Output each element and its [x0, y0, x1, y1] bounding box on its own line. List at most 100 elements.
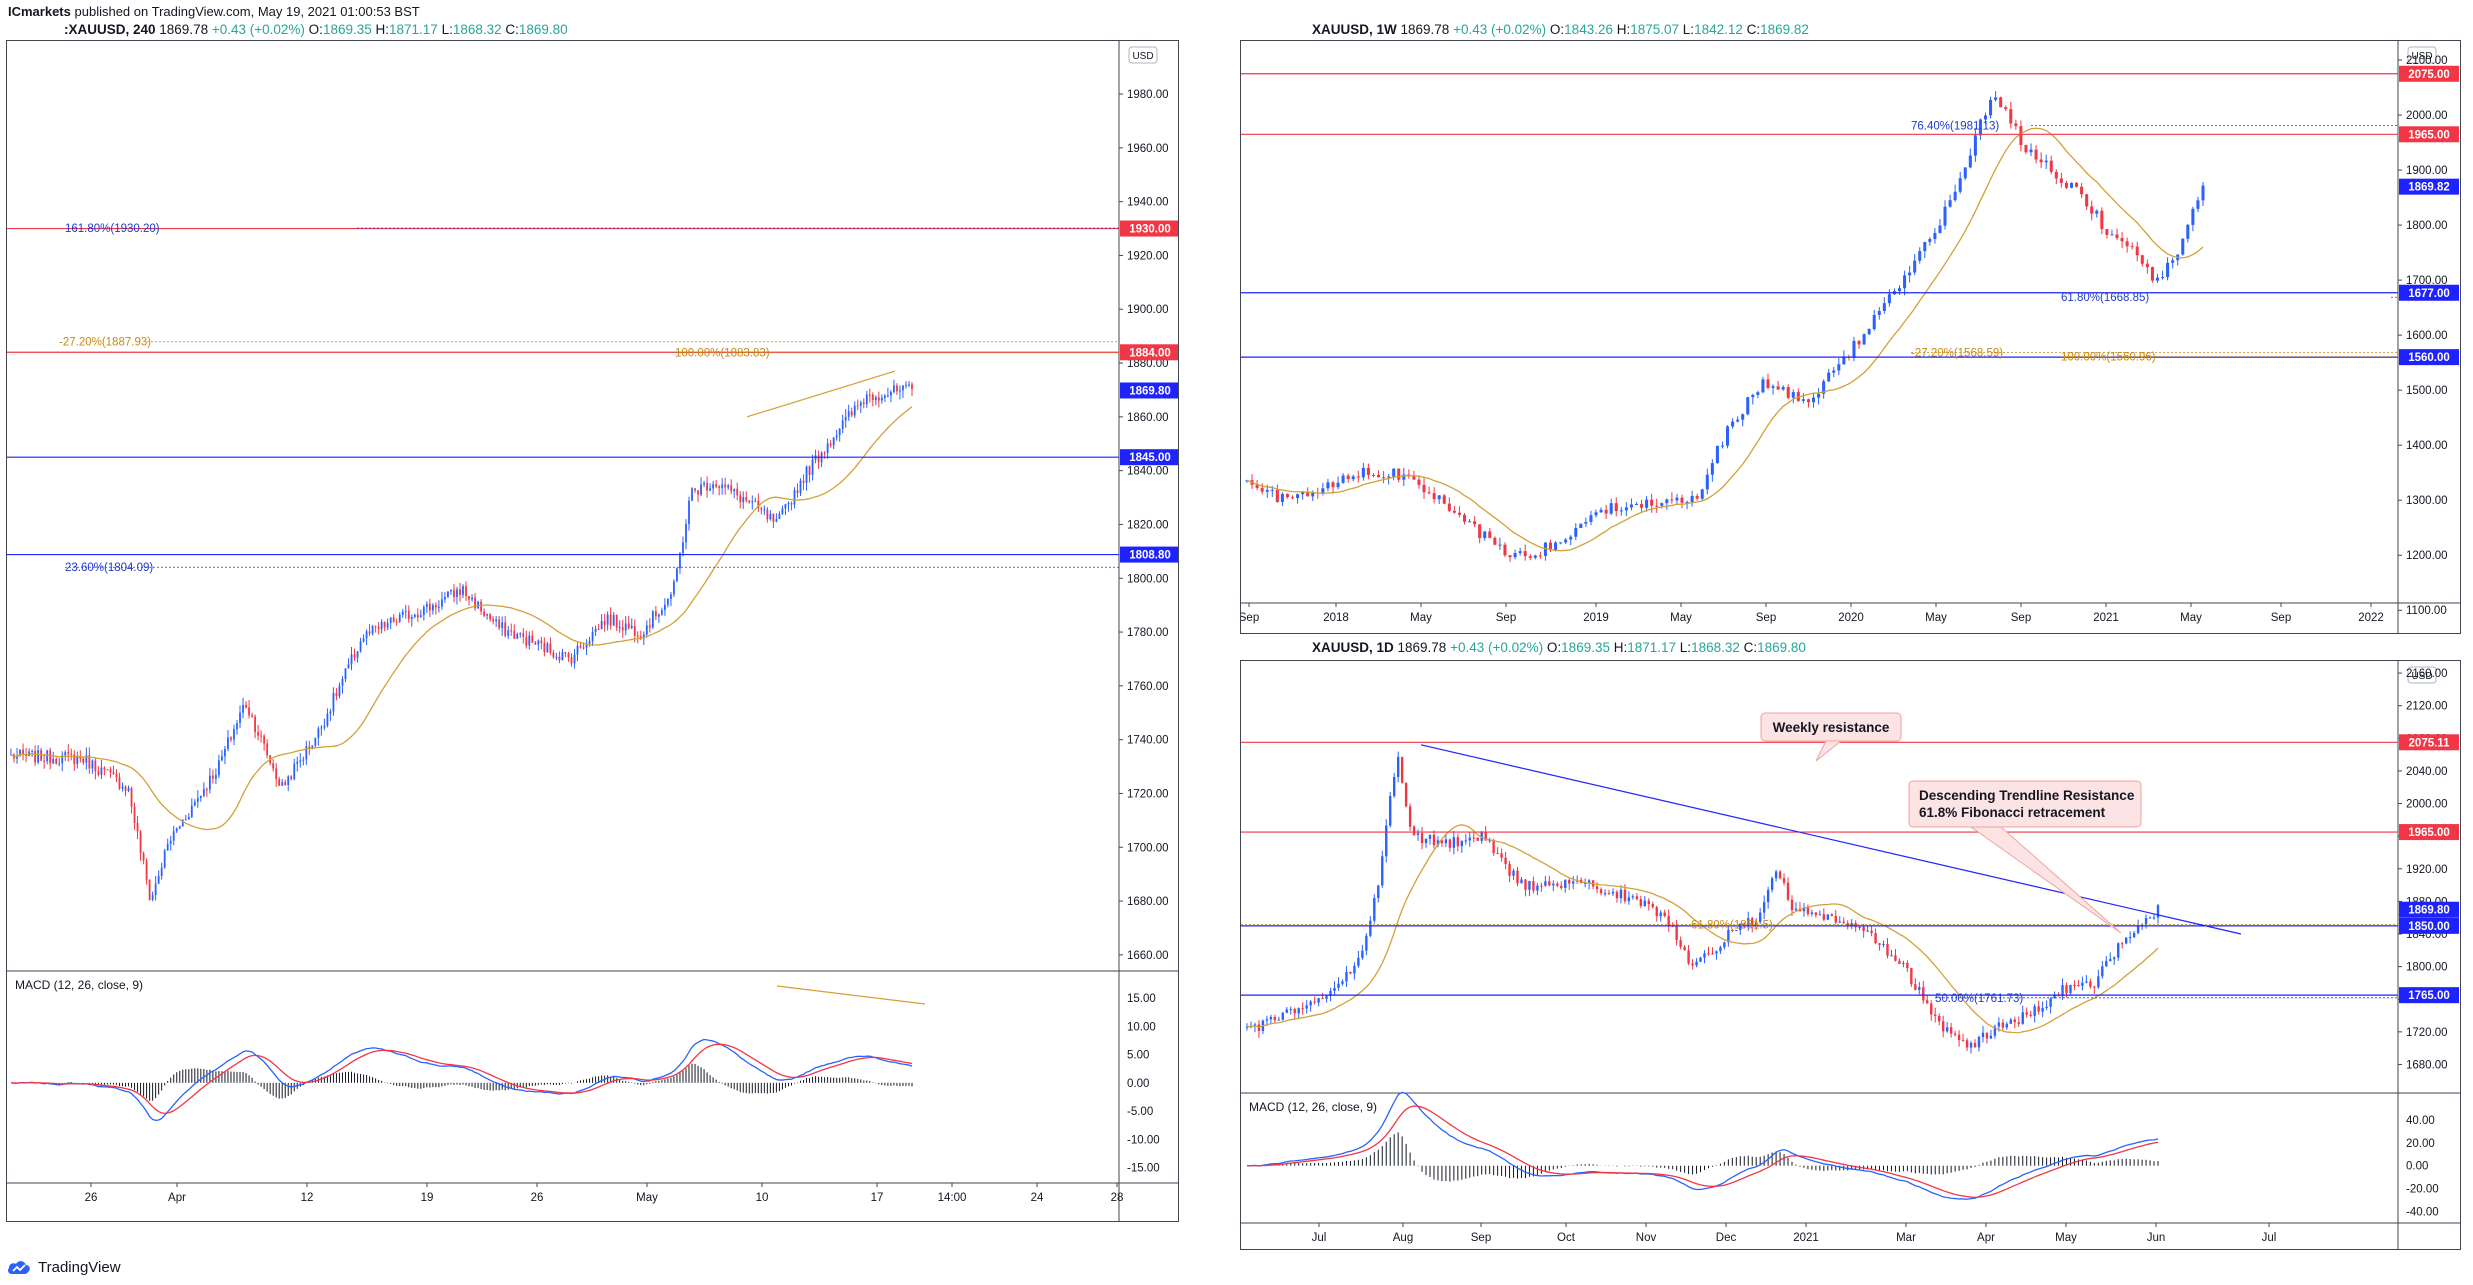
- candle-body: [1417, 479, 1421, 485]
- candle-body: [1611, 891, 1615, 894]
- candle-body: [1659, 912, 1662, 917]
- candle-body: [582, 647, 585, 649]
- candle-body: [1822, 381, 1826, 394]
- ohlc-key: H:: [1616, 22, 1631, 37]
- candle-body: [2166, 262, 2170, 278]
- candle-body: [1564, 539, 1568, 543]
- publisher-name[interactable]: ICmarkets: [8, 4, 71, 19]
- candle-body: [1953, 191, 1957, 201]
- candle-body: [1781, 387, 1785, 390]
- candle-body: [1882, 943, 1885, 945]
- chart-panel-d1[interactable]: USD2160.002120.002080.002040.002000.0019…: [1240, 660, 2461, 1250]
- footer-brand[interactable]: TradingView: [38, 1258, 121, 1276]
- candle-body: [2120, 237, 2124, 242]
- candle-body: [585, 643, 588, 648]
- candle-body: [1361, 950, 1364, 958]
- candle-body: [2191, 208, 2195, 225]
- macd-y-tick-label: 10.00: [1127, 1021, 1156, 1033]
- candle-body: [1457, 512, 1461, 515]
- candle-body: [1478, 524, 1482, 538]
- candle-body: [844, 416, 847, 421]
- chart-w1-svg[interactable]: USD2100.002000.001900.001800.001700.0016…: [1239, 41, 2460, 633]
- candle-body: [1756, 392, 1760, 395]
- candle-body: [1655, 505, 1659, 507]
- candle-body: [621, 627, 624, 631]
- candle-body: [1872, 314, 1876, 330]
- candle-body: [802, 480, 805, 483]
- candle-body: [1518, 551, 1522, 554]
- candle-body: [1894, 955, 1897, 961]
- candle-body: [1341, 475, 1345, 483]
- y-tick-label: 2000.00: [2406, 110, 2448, 122]
- candle-body: [1746, 397, 1750, 415]
- y-tick-label: 1700.00: [1127, 842, 1169, 854]
- candle-body: [112, 772, 115, 774]
- candle-body: [1508, 555, 1512, 558]
- candle-body: [2148, 917, 2152, 919]
- candle-body: [1301, 1008, 1304, 1010]
- candle-body: [82, 758, 85, 763]
- candle-body: [576, 645, 579, 655]
- candle-body: [344, 668, 347, 680]
- macd-y-tick-label: 5.00: [1127, 1050, 1149, 1062]
- candle-body: [380, 621, 383, 629]
- candle-body: [1786, 387, 1790, 398]
- candle-body: [272, 763, 275, 769]
- candle-body: [1420, 833, 1424, 844]
- candle-body: [2140, 924, 2144, 926]
- candle-body: [1723, 942, 1726, 948]
- candle-body: [775, 519, 778, 522]
- chart-panel-h4[interactable]: USD 1980.00 1960.00 1940.00 1920.00 1900.00 18…: [6, 40, 1180, 1222]
- chart-d1-svg[interactable]: USD2160.002120.002080.002040.002000.0019…: [1241, 661, 2460, 1249]
- candle-body: [1906, 962, 1909, 969]
- candle-body: [1726, 426, 1730, 446]
- candle-body: [1858, 926, 1861, 928]
- chart-h4-svg[interactable]: USD 1980.00 1960.00 1940.00 1920.00 1900.00 18…: [7, 41, 1180, 1221]
- x-tick-label: Dec: [1716, 1232, 1737, 1244]
- ohlc-key: C:: [1746, 22, 1761, 37]
- candle-body: [679, 553, 681, 569]
- candle-body: [1520, 879, 1523, 884]
- candle-body: [874, 397, 877, 401]
- candle-body: [2029, 149, 2033, 153]
- candle-body: [1392, 776, 1396, 797]
- candle-body: [1675, 497, 1679, 501]
- open-value: 1869.35: [1561, 640, 1614, 655]
- y-tick-label: 1400.00: [2406, 440, 2448, 452]
- candle-body: [154, 883, 157, 896]
- x-tick-label: May: [1670, 612, 1692, 624]
- candle-body: [805, 466, 808, 483]
- x-tick-label: 2018: [1323, 612, 1349, 624]
- candle-body: [790, 503, 793, 505]
- candle-body: [721, 484, 724, 488]
- candle-body: [2073, 984, 2076, 986]
- x-tick-label: 17: [871, 1192, 884, 1204]
- candle-body: [1589, 515, 1593, 522]
- candle-body: [1902, 962, 1905, 964]
- candle-body: [727, 485, 730, 488]
- y-tick-label: 2160.00: [2406, 668, 2448, 680]
- macd-y-tick-label: -20.00: [2406, 1184, 2439, 1196]
- candle-body: [862, 402, 865, 405]
- y-tick-label: 1680.00: [2406, 1059, 2448, 1071]
- candle-body: [1639, 899, 1643, 906]
- candle-body: [1432, 493, 1436, 500]
- candle-body: [193, 801, 196, 806]
- price-label-text: 1884.00: [1129, 347, 1171, 359]
- y-tick-label: 1680.00: [1127, 896, 1169, 908]
- candle-body: [2014, 123, 2018, 127]
- candle-body: [190, 805, 193, 817]
- candle-body: [492, 619, 495, 622]
- candle-body: [1903, 275, 1907, 289]
- candle-body: [115, 773, 118, 778]
- candle-body: [1297, 1008, 1300, 1014]
- candle-body: [205, 789, 208, 791]
- candle-body: [2156, 905, 2160, 918]
- candle-body: [2069, 182, 2074, 188]
- price-label-badge: 1765.00: [2399, 987, 2459, 1004]
- chart-panel-w1[interactable]: USD 2100.00 2000.00 1900.00 1800.00 1700.00 16…: [1239, 40, 2461, 634]
- candle-body: [221, 756, 223, 761]
- price-label-bg: [1120, 220, 1180, 237]
- candle-body: [1685, 502, 1689, 504]
- candle-body: [350, 654, 353, 665]
